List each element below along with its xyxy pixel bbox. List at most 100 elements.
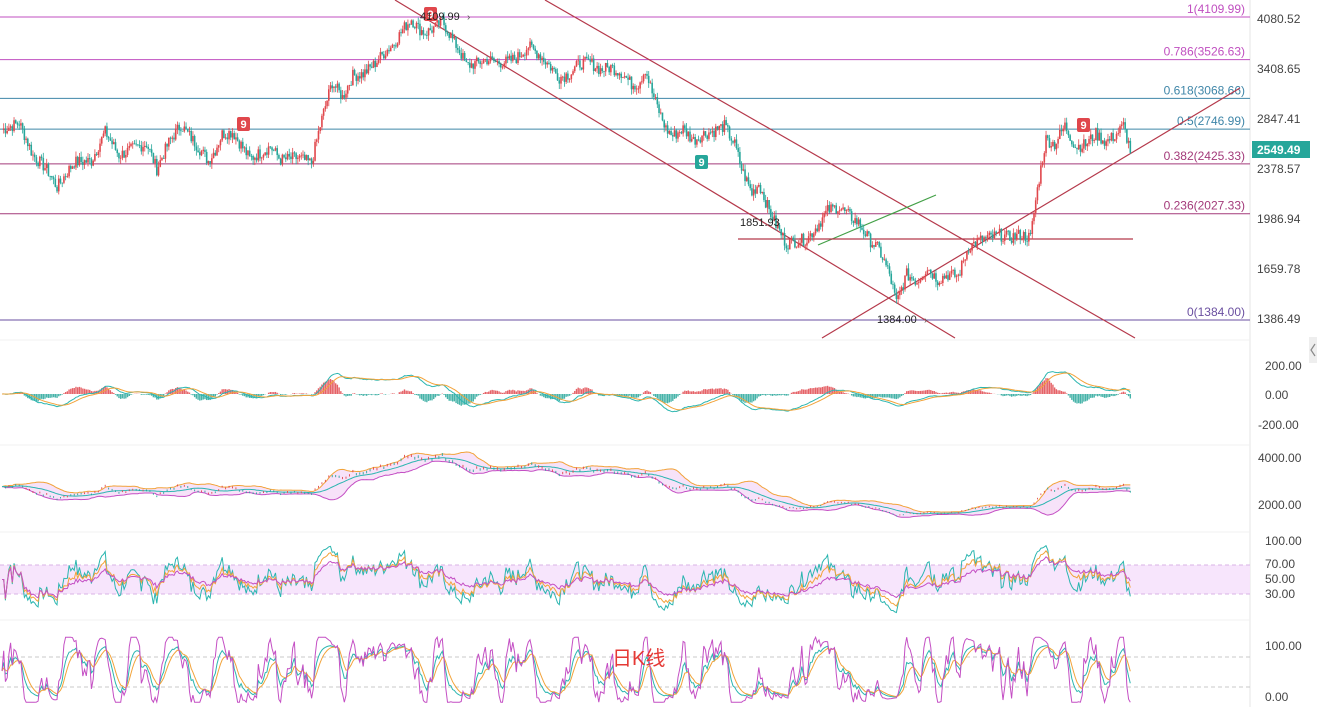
candle-body	[1074, 147, 1077, 148]
candle-body	[732, 140, 734, 143]
macd-histogram-bar	[1102, 394, 1104, 398]
candle-body	[718, 125, 721, 131]
candle-body	[374, 60, 377, 67]
td-mark-2	[237, 117, 250, 131]
candle-body	[1089, 134, 1092, 139]
macd-histogram-bar	[881, 394, 884, 398]
candle-body	[107, 136, 110, 139]
candle-body	[773, 215, 776, 221]
macd-histogram-bar	[316, 390, 318, 394]
macd-histogram-bar	[551, 394, 554, 400]
candle-body	[1110, 132, 1113, 141]
price-tick: 4080.52	[1257, 12, 1301, 26]
macd-histogram-bar	[52, 394, 55, 398]
candle-body	[837, 211, 839, 214]
candle-body	[432, 26, 435, 33]
candle-body	[278, 155, 280, 159]
candle-body	[217, 145, 220, 148]
macd-histogram-bar	[393, 393, 395, 394]
macd-histogram-bar	[704, 389, 707, 394]
candle-body	[632, 85, 635, 90]
macd-histogram-bar	[840, 391, 843, 394]
macd-histogram-bar	[1079, 394, 1082, 404]
macd-histogram-bar	[453, 394, 456, 402]
macd-histogram-bar	[1103, 394, 1106, 398]
kdj-tick: 0.00	[1265, 690, 1289, 704]
high-arrow: ›	[467, 12, 470, 23]
candle-body	[326, 100, 328, 107]
candle-body	[835, 205, 837, 214]
macd-histogram-bar	[273, 392, 275, 394]
candle-body	[202, 149, 205, 152]
macd-histogram-bar	[921, 390, 923, 394]
macd-histogram-bar	[579, 388, 581, 394]
macd-histogram-bar	[1028, 394, 1030, 396]
macd-histogram-bar	[371, 394, 373, 396]
macd-histogram-bar	[1004, 394, 1006, 396]
macd-histogram-bar	[123, 394, 125, 399]
candle-body	[450, 33, 452, 38]
macd-histogram-bar	[446, 394, 449, 400]
candle-body	[149, 148, 151, 150]
candle-body	[142, 146, 144, 152]
candle-body	[1083, 139, 1085, 149]
candle-body	[653, 93, 655, 98]
macd-histogram-bar	[735, 394, 738, 397]
candle-body	[976, 238, 979, 247]
candle-body	[262, 154, 265, 158]
candle-body	[345, 93, 347, 98]
candle-body	[849, 208, 851, 212]
candle-body	[76, 156, 79, 166]
candle-body	[517, 52, 519, 64]
candle-body	[161, 158, 163, 161]
candle-body	[613, 65, 616, 76]
candle-body	[341, 95, 344, 100]
candle-body	[266, 152, 268, 155]
candle-body	[131, 143, 134, 145]
macd-histogram-bar	[1083, 394, 1085, 402]
candle-body	[967, 251, 970, 253]
macd-histogram-bar	[168, 390, 170, 394]
macd-histogram-bar	[928, 389, 930, 394]
candle-body	[844, 207, 846, 211]
candle-body	[990, 232, 992, 235]
macd-histogram-bar	[400, 391, 402, 394]
macd-histogram-bar	[685, 390, 688, 394]
candle-body	[785, 245, 788, 249]
macd-histogram-bar	[180, 388, 182, 394]
candle-body	[1067, 131, 1070, 136]
candle-body	[594, 68, 597, 72]
macd-histogram-bar	[763, 394, 765, 396]
low-label: 1384.00	[877, 314, 917, 326]
macd-histogram-bar	[125, 394, 127, 399]
candle-body	[427, 28, 430, 36]
candle-body	[745, 177, 748, 182]
candle-body	[954, 269, 956, 277]
candle-body	[92, 160, 94, 166]
macd-histogram-bar	[118, 394, 120, 399]
candle-body	[866, 231, 868, 237]
candle-body	[1038, 183, 1040, 188]
indicator-axes: 200.00 0.00 -200.00 4000.00 2000.00 100.…	[1258, 359, 1302, 704]
macd-histogram-bar	[107, 388, 110, 394]
macd-histogram-bar	[536, 393, 538, 394]
candle-body	[575, 61, 578, 67]
macd-histogram-bar	[634, 394, 636, 398]
candle-body	[943, 275, 946, 279]
candle-body	[97, 151, 100, 155]
candle-body	[651, 82, 653, 94]
candle-body	[577, 60, 579, 62]
macd-histogram-bar	[935, 391, 937, 394]
macd-histogram-bar	[918, 391, 920, 394]
macd-histogram-bar	[47, 394, 50, 398]
panel-collapse-handle[interactable]	[1309, 337, 1317, 363]
macd-histogram-bar	[1071, 394, 1073, 400]
macd-histogram-bar	[949, 392, 951, 394]
candle-body	[945, 275, 948, 279]
candle-body	[331, 85, 334, 89]
candle-body	[157, 166, 160, 176]
candle-body	[883, 259, 886, 261]
candle-body	[233, 133, 235, 140]
candle-body	[819, 223, 822, 227]
candle-body	[761, 191, 764, 194]
